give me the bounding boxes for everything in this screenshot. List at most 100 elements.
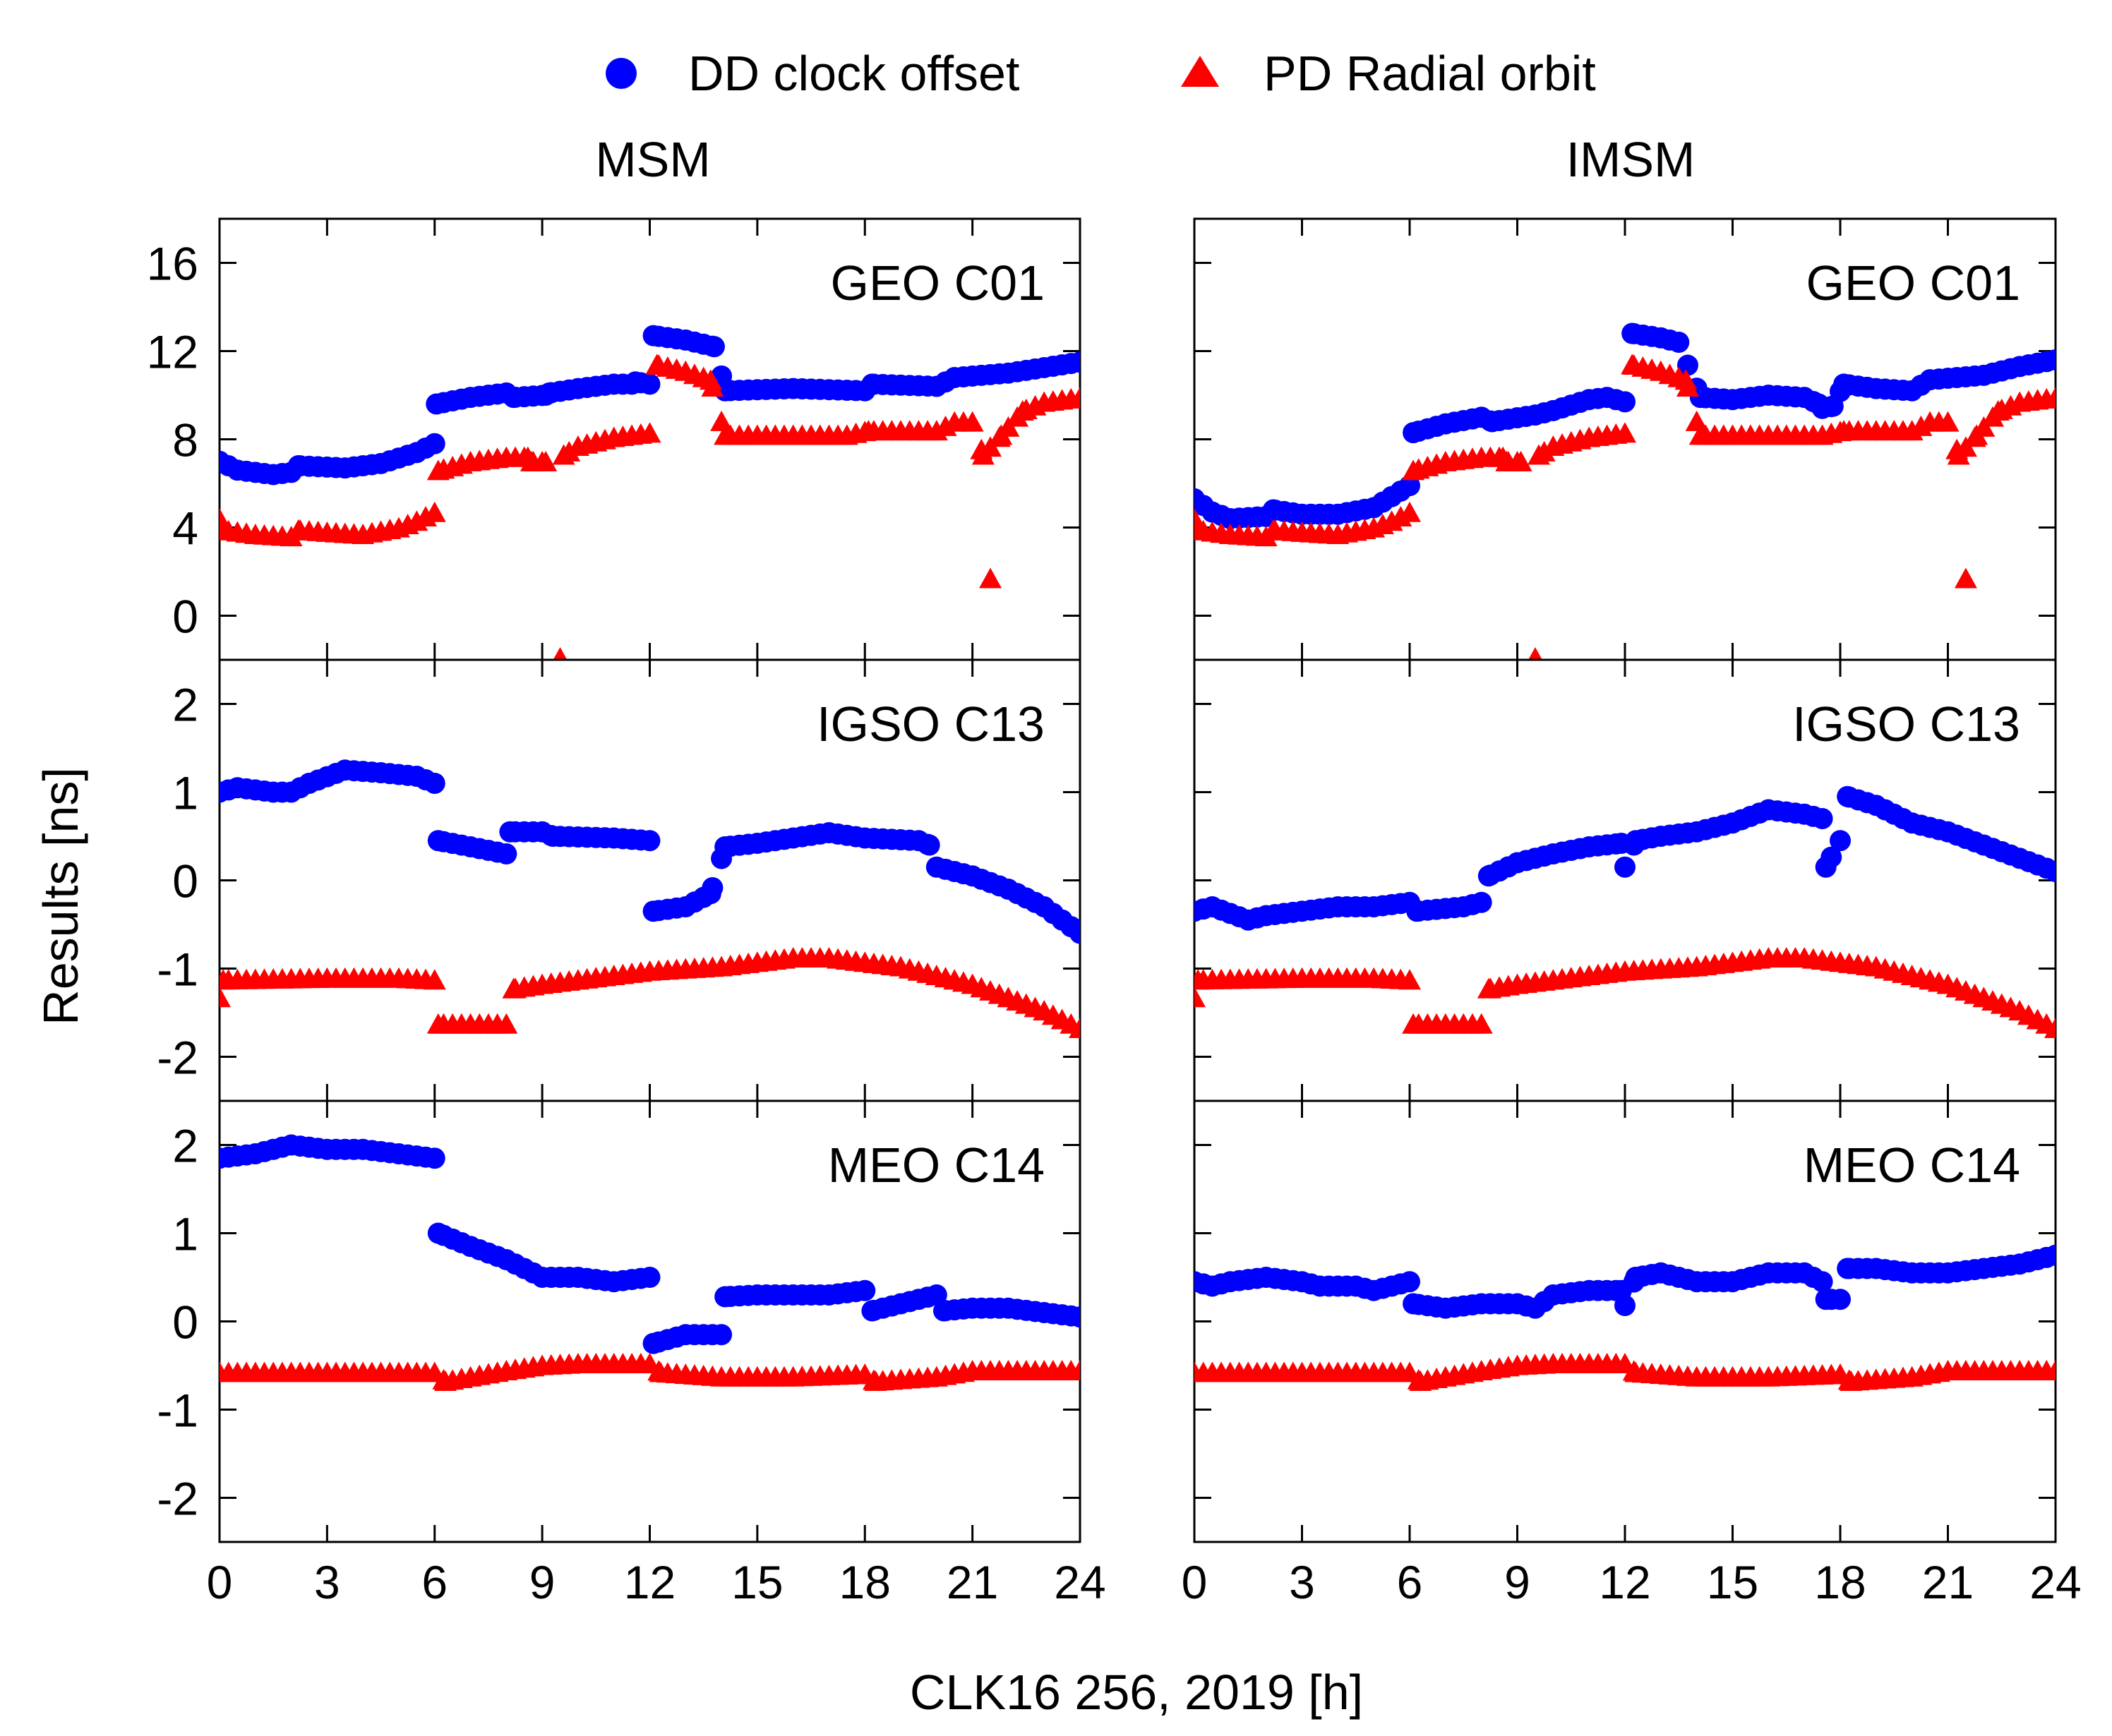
pd-radial-orbit-point <box>710 410 733 431</box>
panel-msm-geo-c01: 16 12 8 4 0 GEO C01 <box>147 217 1081 661</box>
pd-radial-orbit-point <box>1936 411 1960 432</box>
dd-clock-offset-point <box>1399 475 1420 497</box>
dd-clock-offset-point <box>2045 349 2056 370</box>
dd-clock-offset-point <box>424 433 445 454</box>
dd-clock-offset-point <box>1399 1271 1420 1293</box>
pd-radial-orbit-point <box>1398 969 1421 990</box>
panel-title: IGSO C13 <box>817 697 1045 752</box>
panel-title: IGSO C13 <box>1792 697 2020 752</box>
dd-clock-offset-point <box>1676 354 1698 376</box>
dd-clock-offset-point <box>639 373 661 395</box>
y-tick-label: 2 <box>172 679 198 731</box>
pd-radial-orbit-point <box>495 1013 518 1034</box>
series-pd-radial-orbit <box>1194 947 2056 1038</box>
y-tick-label: 0 <box>172 591 198 643</box>
panel-msm-igso-c13: 2 1 0 -1 -2 IGSO C13 <box>157 658 1081 1102</box>
dd-clock-offset-point <box>424 1147 445 1169</box>
legend-label-pd-radial-orbit: PD Radial orbit <box>1264 46 1596 101</box>
x-tick-label: 3 <box>314 1556 340 1608</box>
dd-clock-offset-point <box>1830 1289 1851 1310</box>
dd-clock-offset-point <box>1811 1271 1833 1293</box>
pd-radial-orbit-point <box>1685 410 1708 431</box>
dd-clock-offset-point <box>1470 891 1492 913</box>
pd-radial-orbit-point <box>1614 422 1636 443</box>
dd-clock-offset-point <box>711 1324 733 1346</box>
y-tick-label: 4 <box>172 502 198 555</box>
y-tick-label: -2 <box>157 1032 198 1084</box>
dd-clock-offset-point <box>639 830 661 852</box>
y-tick-label: 1 <box>172 1208 198 1260</box>
legend-label-dd-clock-offset: DD clock offset <box>688 46 1019 101</box>
pd-radial-orbit-point <box>1470 1013 1493 1034</box>
y-tick-label: 8 <box>172 414 198 466</box>
legend-marker-dd-clock-offset <box>606 58 637 89</box>
pd-radial-orbit-point <box>1069 1360 1080 1380</box>
series-dd-clock-offset <box>1194 323 2056 529</box>
y-tick-label: -1 <box>157 944 198 996</box>
series-pd-radial-orbit <box>220 354 1080 660</box>
dd-clock-offset-point <box>496 843 517 864</box>
dd-clock-offset-point <box>1069 351 1080 373</box>
pd-radial-orbit-point <box>701 376 724 397</box>
x-tick-label: 24 <box>2029 1556 2081 1608</box>
pd-radial-orbit-point <box>220 987 231 1008</box>
pd-radial-orbit-point <box>1532 440 1556 462</box>
pd-radial-orbit-point <box>423 969 446 990</box>
pd-radial-orbit-point <box>1069 1018 1080 1038</box>
x-tick-label: 18 <box>1814 1556 1866 1608</box>
dd-clock-offset-point <box>1830 830 1851 852</box>
pd-radial-orbit-point <box>2044 387 2056 408</box>
dd-clock-offset-point <box>1069 1306 1080 1328</box>
dd-clock-offset-point <box>702 876 724 898</box>
series-dd-clock-offset <box>220 759 1080 944</box>
dd-clock-offset-point <box>1668 332 1690 353</box>
x-tick-label: 21 <box>947 1556 998 1608</box>
panel-imsm-meo-c14: 0 3 6 9 12 15 18 21 24 MEO C14 <box>1182 1099 2082 1608</box>
x-tick-label: 21 <box>1922 1556 1974 1608</box>
pd-radial-orbit-point <box>2044 1018 2056 1038</box>
legend-marker-pd-radial-orbit <box>1181 56 1219 87</box>
series-dd-clock-offset <box>1194 1244 2056 1319</box>
dd-clock-offset-point <box>639 1267 661 1288</box>
y-tick-label: 1 <box>172 767 198 819</box>
column-title-msm: MSM <box>595 132 710 187</box>
pd-radial-orbit-point <box>1069 387 1080 408</box>
x-tick-label: 6 <box>1397 1556 1423 1608</box>
pd-radial-orbit-point <box>1676 376 1699 397</box>
pd-radial-orbit-point <box>1398 501 1421 522</box>
pd-radial-orbit-point <box>638 422 661 443</box>
panel-title: MEO C14 <box>828 1138 1045 1193</box>
x-tick-label: 24 <box>1054 1556 1105 1608</box>
dd-clock-offset-point <box>1614 856 1636 878</box>
dd-clock-offset-point <box>854 1279 876 1301</box>
pd-radial-orbit-point <box>2044 1360 2056 1380</box>
pd-radial-orbit-point <box>961 411 984 432</box>
panel-title: GEO C01 <box>1806 255 2020 311</box>
panel-imsm-igso-c13: IGSO C13 <box>1193 658 2057 1102</box>
x-tick-label: 9 <box>529 1556 556 1608</box>
x-tick-label: 0 <box>1182 1556 1208 1608</box>
dd-clock-offset-point <box>1614 391 1636 413</box>
pd-radial-orbit-point <box>1528 647 1542 660</box>
panel-imsm-geo-c01: GEO C01 <box>1193 217 2057 661</box>
x-tick-label: 0 <box>207 1556 233 1608</box>
pd-radial-orbit-point <box>1509 450 1532 471</box>
x-tick-label: 3 <box>1289 1556 1315 1608</box>
panel-title: GEO C01 <box>831 255 1045 311</box>
dd-clock-offset-point <box>925 1284 947 1306</box>
x-tick-label: 6 <box>421 1556 448 1608</box>
x-tick-label: 18 <box>839 1556 891 1608</box>
y-tick-label: 0 <box>172 855 198 908</box>
panel-title: MEO C14 <box>1804 1138 2020 1193</box>
series-dd-clock-offset <box>220 1134 1080 1354</box>
pd-radial-orbit-point <box>1954 567 1977 589</box>
x-tick-label: 9 <box>1504 1556 1530 1608</box>
y-tick-label: 12 <box>147 326 198 378</box>
series-pd-radial-orbit <box>220 947 1080 1038</box>
column-title-imsm: IMSM <box>1566 132 1696 187</box>
x-tick-label: 15 <box>731 1556 783 1608</box>
y-tick-label: -1 <box>157 1385 198 1437</box>
